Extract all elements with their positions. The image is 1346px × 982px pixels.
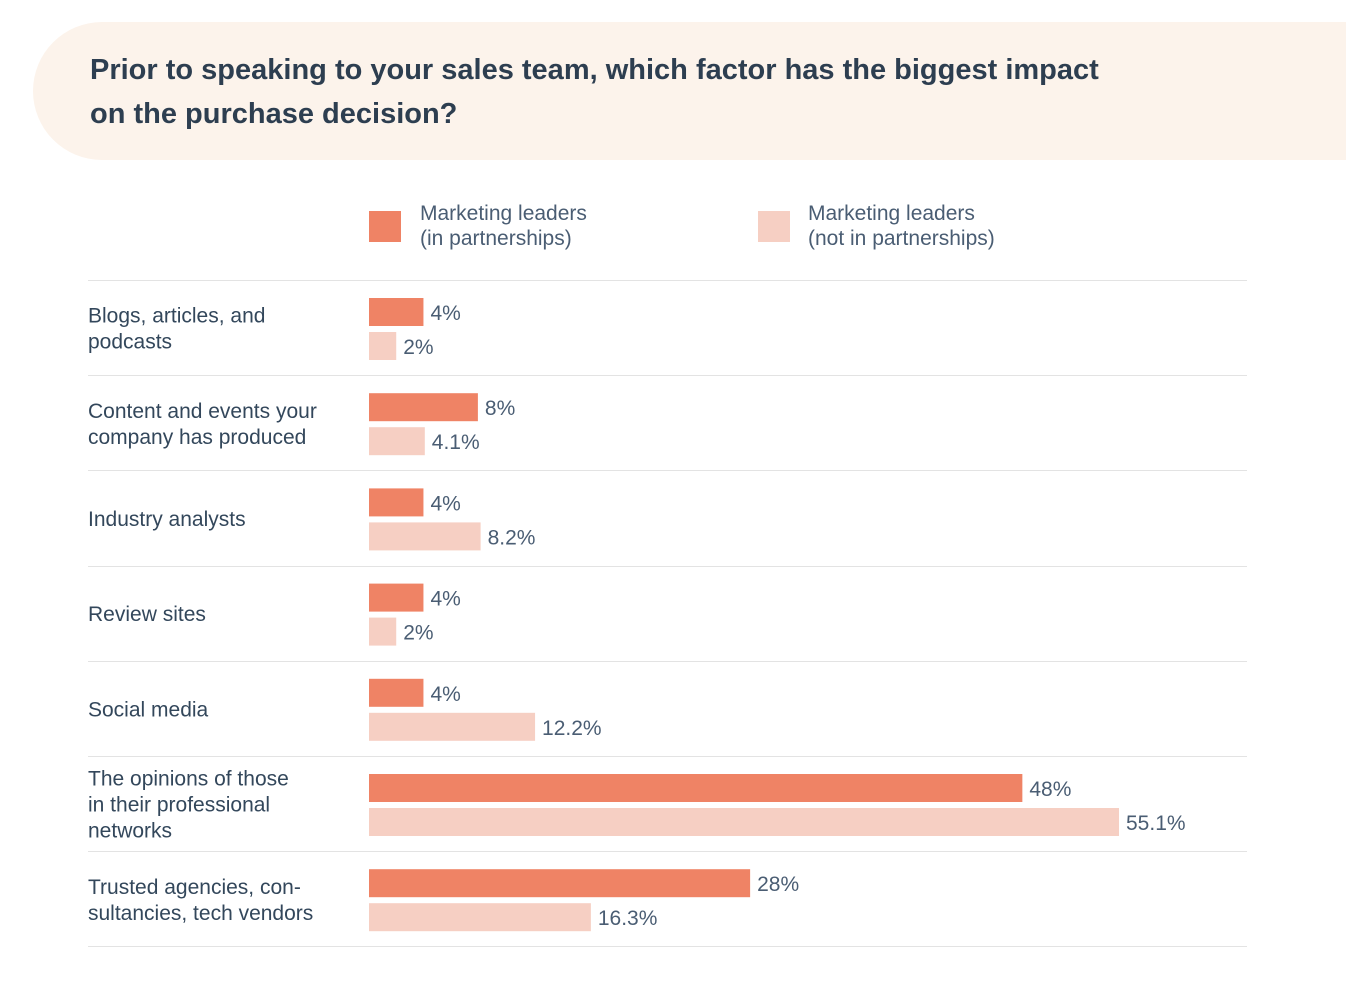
category-label-line: The opinions of those bbox=[88, 768, 289, 791]
bar-in-partnerships bbox=[369, 774, 1023, 802]
bar-not-in-partnerships bbox=[369, 617, 397, 646]
category-label-line: Industry analysts bbox=[88, 508, 246, 531]
bar-not-in-partnerships bbox=[369, 427, 425, 456]
bar-in-partnerships bbox=[369, 393, 478, 422]
title-line-2: on the purchase decision? bbox=[90, 98, 458, 130]
legend-swatch-not-in-partnerships bbox=[758, 211, 790, 242]
category-label-line: Review sites bbox=[88, 603, 206, 626]
legend-swatch-in-partnerships bbox=[369, 211, 401, 242]
value-label-not-in-partnerships: 12.2% bbox=[542, 717, 602, 740]
chart-title: Prior to speaking to your sales team, wh… bbox=[90, 48, 1210, 136]
title-line-1: Prior to speaking to your sales team, wh… bbox=[90, 54, 1099, 86]
category-label: Social media bbox=[88, 698, 209, 721]
category-label: Content and events your company has produ… bbox=[88, 400, 317, 449]
value-label-in-partnerships: 8% bbox=[485, 397, 515, 420]
category-label-line: in their professional bbox=[88, 794, 270, 817]
value-label-not-in-partnerships: 4.1% bbox=[432, 431, 480, 454]
category-label-line: company has produced bbox=[88, 426, 306, 449]
bar-in-partnerships bbox=[369, 583, 424, 612]
value-label-not-in-partnerships: 55.1% bbox=[1126, 812, 1186, 835]
category-label-line: Trusted agencies, con- bbox=[88, 876, 301, 899]
value-label-in-partnerships: 48% bbox=[1029, 778, 1071, 801]
category-label: The opinions of those in their profession… bbox=[88, 768, 289, 843]
bar-in-partnerships bbox=[369, 488, 424, 517]
value-label-in-partnerships: 4% bbox=[430, 302, 460, 325]
category-label: Blogs, articles, and podcasts bbox=[88, 305, 265, 354]
title-banner bbox=[33, 22, 1346, 160]
bar-not-in-partnerships bbox=[369, 808, 1119, 836]
bar-not-in-partnerships bbox=[369, 712, 536, 741]
legend-label-in-partnerships: Marketing leaders (in partnerships) bbox=[420, 202, 587, 250]
category-label: Review sites bbox=[88, 603, 206, 626]
category-label-line: podcasts bbox=[88, 331, 172, 354]
bar-in-partnerships bbox=[369, 869, 751, 898]
value-label-in-partnerships: 4% bbox=[430, 588, 460, 611]
category-label-line: networks bbox=[88, 820, 172, 843]
value-label-in-partnerships: 4% bbox=[430, 492, 460, 515]
value-label-in-partnerships: 4% bbox=[430, 683, 460, 706]
bar-not-in-partnerships bbox=[369, 332, 397, 360]
category-label-line: sultancies, tech vendors bbox=[88, 902, 313, 925]
value-label-not-in-partnerships: 2% bbox=[403, 622, 433, 645]
category-label: Trusted agencies, con-sultancies, tech v… bbox=[88, 876, 313, 925]
bar-in-partnerships bbox=[369, 678, 424, 707]
bar-not-in-partnerships bbox=[369, 522, 481, 551]
value-label-not-in-partnerships: 16.3% bbox=[598, 907, 658, 930]
value-label-not-in-partnerships: 2% bbox=[403, 336, 433, 359]
category-label-line: Social media bbox=[88, 698, 209, 721]
bar-in-partnerships bbox=[369, 298, 424, 326]
bar-not-in-partnerships bbox=[369, 903, 591, 932]
category-label-line: Blogs, articles, and bbox=[88, 305, 265, 328]
value-label-not-in-partnerships: 8.2% bbox=[488, 526, 536, 549]
category-label: Industry analysts bbox=[88, 508, 246, 531]
value-label-in-partnerships: 28% bbox=[757, 873, 799, 896]
legend-label-not-in-partnerships: Marketing leaders (not in partnerships) bbox=[808, 202, 995, 250]
category-label-line: Content and events your bbox=[88, 400, 317, 423]
